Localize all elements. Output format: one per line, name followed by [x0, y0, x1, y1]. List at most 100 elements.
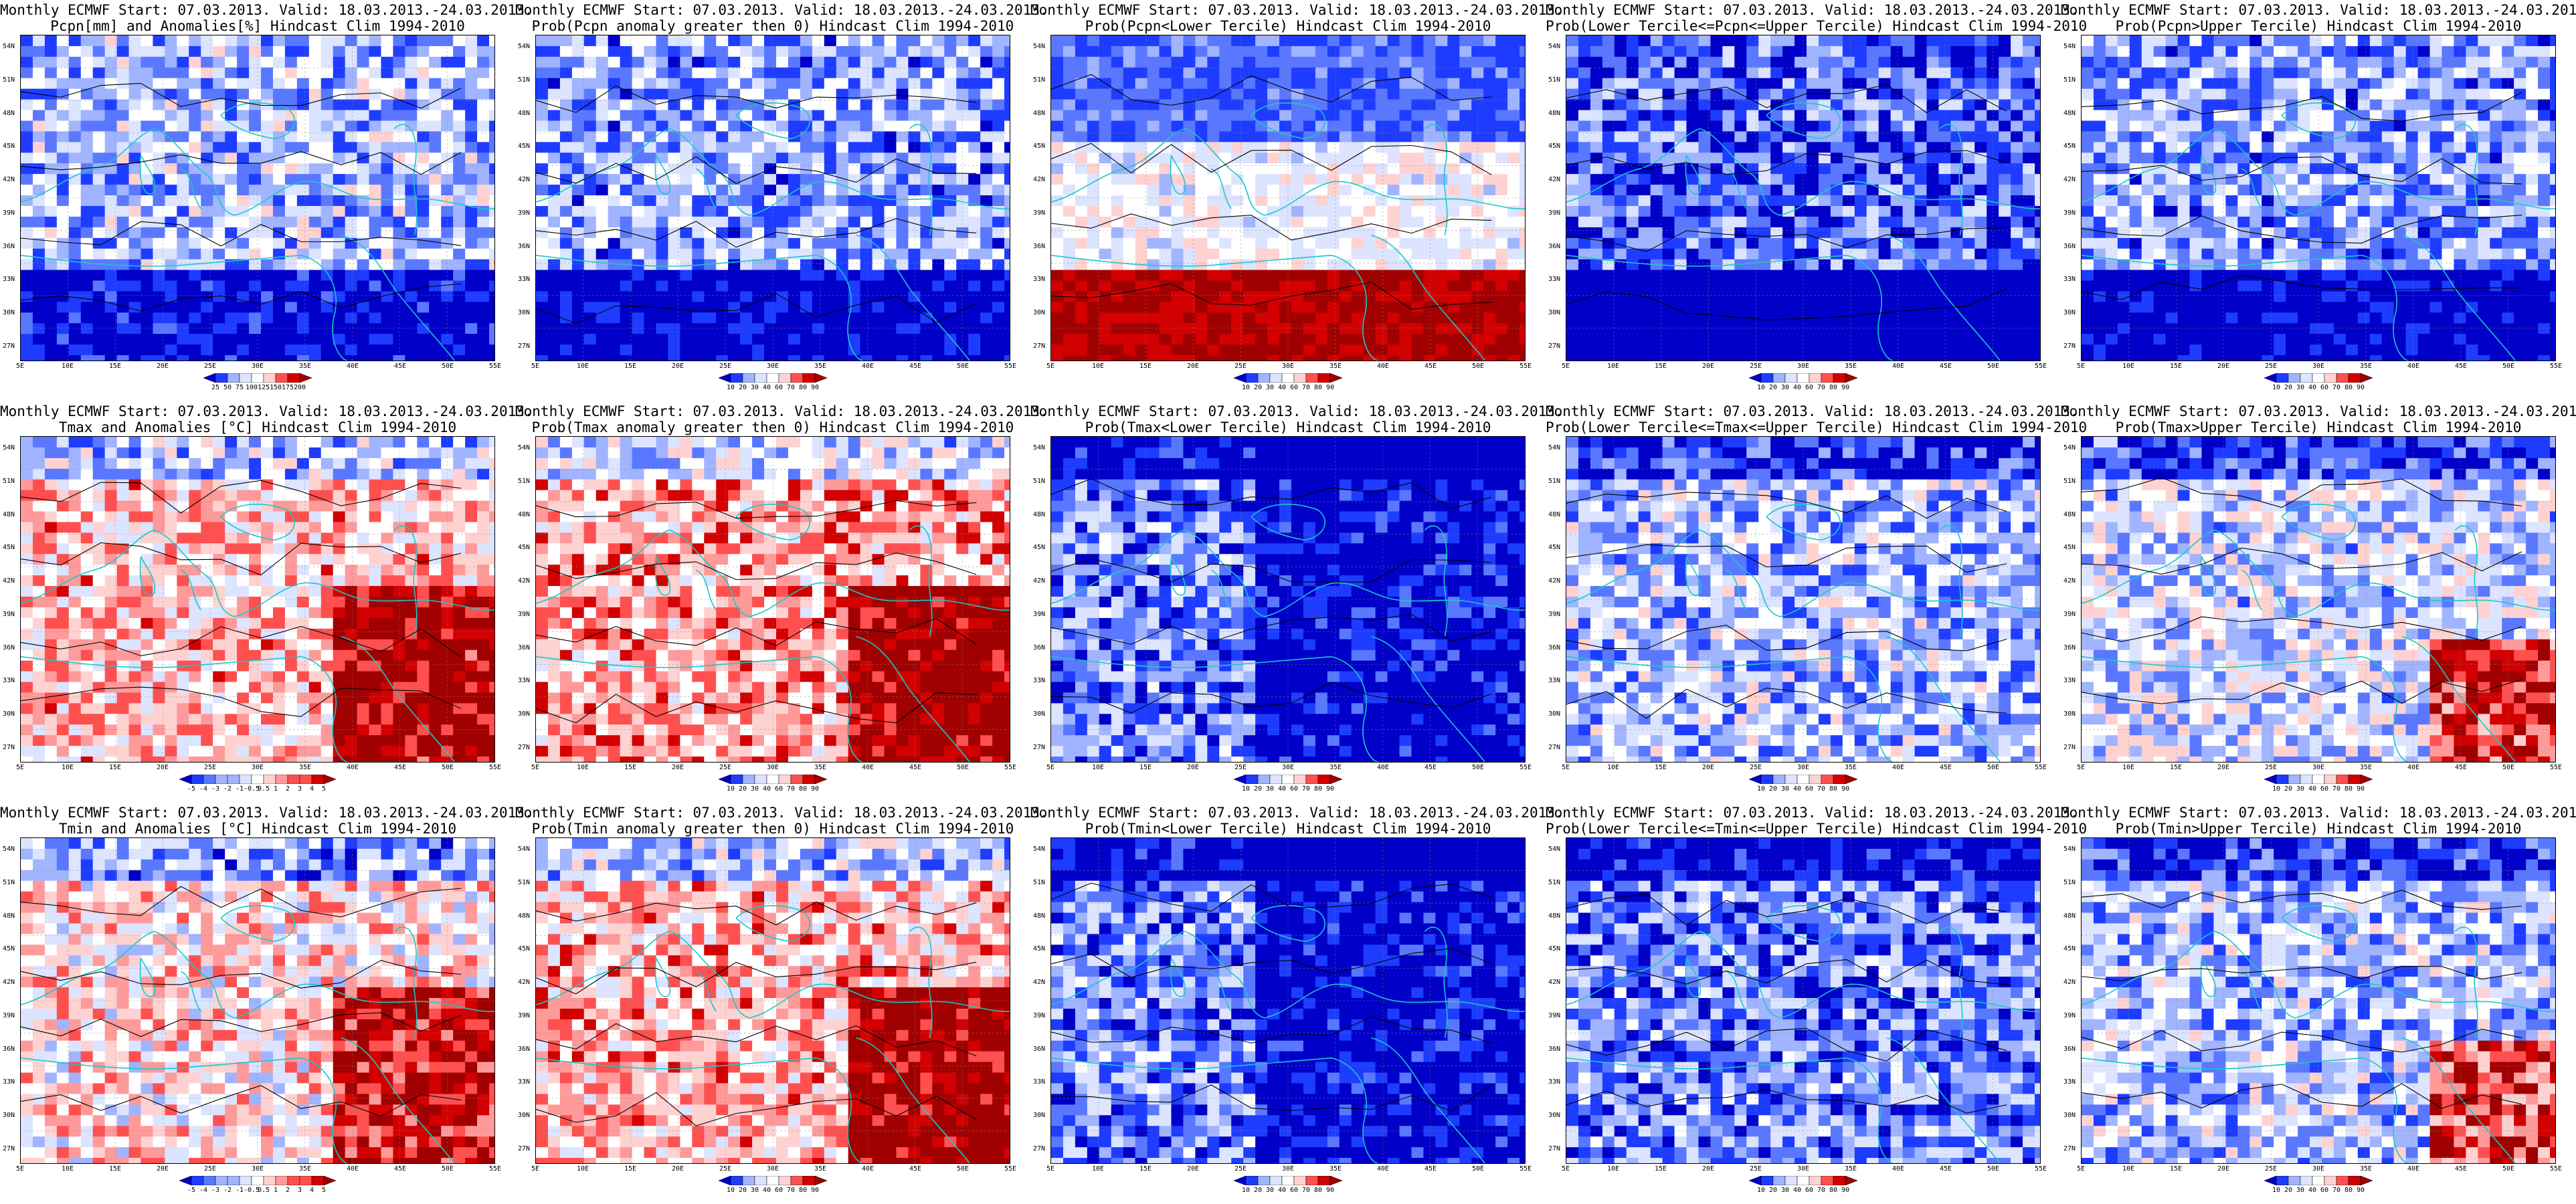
- field-cell: [884, 280, 897, 292]
- field-cell: [249, 291, 262, 303]
- field-cell: [1507, 291, 1521, 303]
- field-cell: [1135, 88, 1148, 100]
- field-cell: [465, 45, 478, 58]
- field-cell: [381, 35, 394, 47]
- field-cell: [1890, 227, 1904, 239]
- field-cell: [104, 227, 118, 239]
- field-cell: [1375, 302, 1388, 314]
- colorbar-swatch: [239, 373, 252, 383]
- field-cell: [716, 88, 729, 100]
- field-cell: [800, 45, 813, 58]
- field-cell: [1087, 195, 1100, 207]
- field-cell: [44, 174, 58, 186]
- field-cell: [249, 280, 262, 292]
- field-cell: [1830, 174, 1843, 186]
- field-cell: [2035, 259, 2040, 271]
- field-cell: [1195, 35, 1208, 47]
- field-cell: [465, 185, 478, 197]
- field-cell: [1662, 99, 1675, 111]
- field-cell: [1051, 323, 1064, 335]
- field-cell: [1339, 344, 1352, 357]
- field-cell: [56, 248, 70, 260]
- field-cell: [800, 355, 813, 361]
- field-cell: [1195, 291, 1208, 303]
- field-cell: [1734, 35, 1748, 47]
- field-cell: [1471, 35, 1485, 47]
- field-cell: [1435, 195, 1449, 207]
- field-cell: [536, 291, 549, 303]
- field-cell: [1411, 334, 1424, 346]
- field-cell: [860, 131, 873, 143]
- field-cell: [128, 291, 142, 303]
- field-cell: [1315, 185, 1328, 197]
- field-cell: [489, 280, 494, 292]
- field-cell: [2035, 270, 2040, 282]
- field-cell: [1566, 35, 1579, 47]
- field-cell: [1231, 302, 1245, 314]
- field-cell: [1974, 163, 1988, 175]
- field-cell: [237, 302, 250, 314]
- field-cell: [296, 259, 310, 271]
- field-cell: [956, 142, 970, 154]
- field-cell: [644, 153, 657, 165]
- field-cell: [405, 312, 418, 324]
- field-cell: [429, 291, 442, 303]
- field-cell: [1087, 334, 1100, 346]
- field-cell: [465, 56, 478, 68]
- field-cell: [272, 248, 286, 260]
- field-cell: [571, 45, 585, 58]
- field-cell: [1830, 216, 1843, 228]
- field-cell: [1207, 131, 1220, 143]
- field-cell: [68, 205, 82, 217]
- panel-title-line1: Monthly ECMWF Start: 07.03.2013. Valid: …: [0, 2, 533, 18]
- field-cell: [836, 205, 849, 217]
- field-cell: [272, 312, 286, 324]
- field-cell: [1159, 153, 1172, 165]
- field-cell: [1830, 131, 1843, 143]
- field-cell: [1339, 216, 1352, 228]
- field-cell: [1710, 142, 1724, 154]
- field-cell: [272, 163, 286, 175]
- field-cell: [1087, 131, 1100, 143]
- field-cell: [788, 291, 801, 303]
- field-cell: [775, 205, 789, 217]
- field-cell: [1291, 270, 1304, 282]
- field-cell: [1051, 99, 1064, 111]
- field-cell: [1063, 323, 1076, 335]
- field-cell: [1255, 131, 1269, 143]
- field-cell: [1650, 153, 1663, 165]
- field-cell: [740, 227, 753, 239]
- field-cell: [1626, 35, 1639, 47]
- field-cell: [201, 120, 214, 132]
- field-cell: [872, 270, 885, 282]
- field-cell: [1795, 174, 1807, 186]
- field-cell: [284, 163, 298, 175]
- field-cell: [1710, 227, 1724, 239]
- field-cell: [1004, 334, 1010, 346]
- field-cell: [668, 248, 681, 260]
- field-cell: [1770, 302, 1784, 314]
- field-cell: [1423, 110, 1437, 122]
- field-cell: [752, 334, 765, 346]
- field-cell: [2035, 291, 2040, 303]
- field-cell: [1471, 312, 1485, 324]
- field-cell: [1758, 35, 1772, 47]
- field-cell: [1243, 131, 1257, 143]
- field-cell: [1650, 216, 1663, 228]
- field-cell: [1327, 142, 1340, 154]
- field-cell: [308, 259, 322, 271]
- field-cell: [1111, 302, 1124, 314]
- field-cell: [1375, 153, 1388, 165]
- field-cell: [1231, 237, 1245, 249]
- field-cell: [1411, 110, 1424, 122]
- field-cell: [1411, 312, 1424, 324]
- map-panel-pcpn-prob-lower: Monthly ECMWF Start: 07.03.2013. Valid: …: [1030, 0, 1564, 401]
- lat-label: 30N: [518, 309, 531, 317]
- field-cell: [944, 205, 957, 217]
- field-cell: [1746, 163, 1760, 175]
- field-cell: [620, 334, 633, 346]
- field-cell: [213, 227, 226, 239]
- field-cell: [1770, 163, 1784, 175]
- field-cell: [1614, 280, 1627, 292]
- field-cell: [1447, 142, 1461, 154]
